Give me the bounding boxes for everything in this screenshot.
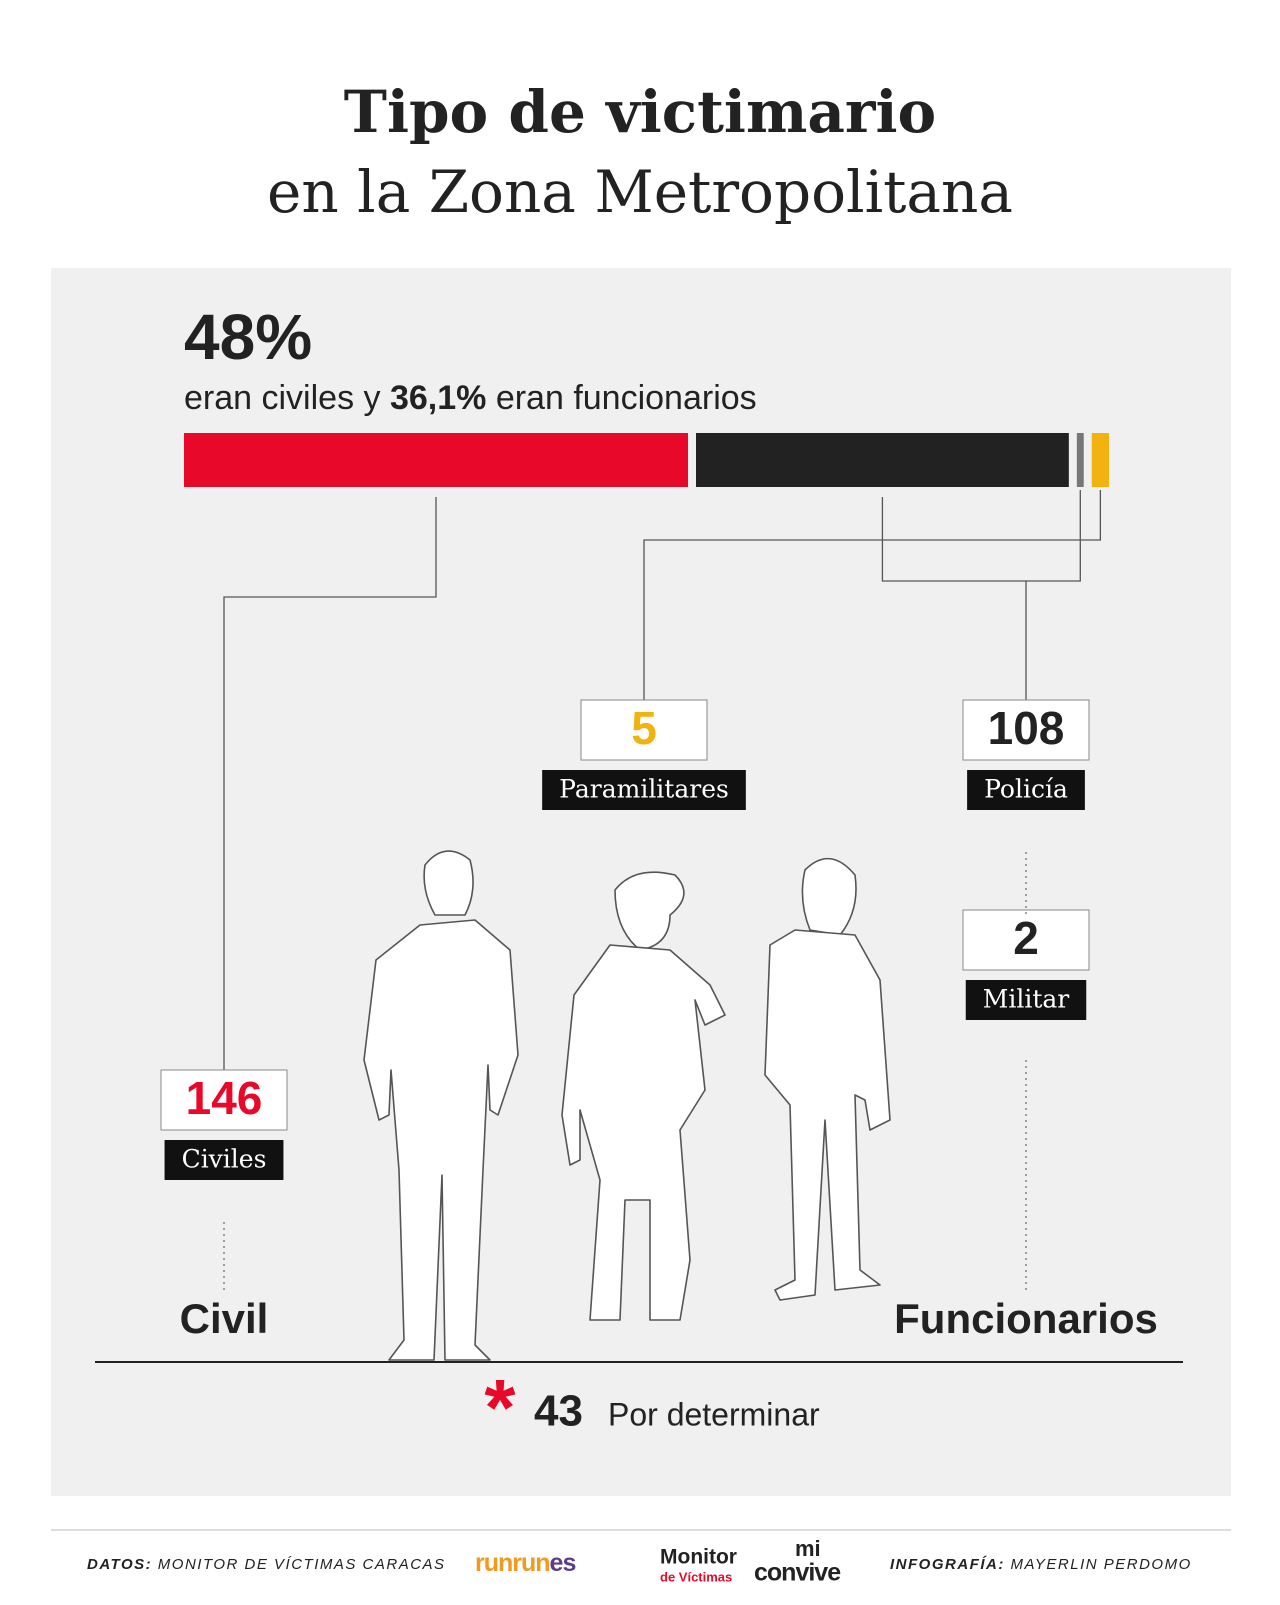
footer-data-label: DATOS: (87, 1556, 152, 1573)
value-label: 2 (1013, 912, 1039, 964)
figure-funcionario (764, 857, 891, 1301)
value-label: 5 (631, 702, 657, 754)
logo-monitor-2: de Víctimas (660, 1569, 732, 1584)
connector (643, 490, 1102, 705)
headline-text-1: eran civiles y (184, 379, 381, 417)
footer-credit-name: MAYERLIN PERDOMO (1011, 1556, 1192, 1573)
footer-data: DATOS: MONITOR DE VÍCTIMAS CARACAS (87, 1556, 446, 1573)
connector (223, 497, 437, 1074)
value-box (160, 1069, 288, 1131)
category-label: Policía (984, 775, 1068, 804)
asterisk: * (484, 1363, 516, 1452)
value-label: 108 (988, 702, 1065, 754)
category-box (967, 770, 1085, 810)
footer-credit-label: INFOGRAFÍA: (890, 1556, 1005, 1573)
headline-text-2: eran funcionarios (496, 379, 757, 417)
category-label: Militar (983, 985, 1070, 1014)
value-label: 146 (186, 1072, 263, 1124)
undetermined-label: Por determinar (608, 1396, 820, 1432)
category-label: Paramilitares (559, 775, 729, 804)
headline-bold: 36,1% (390, 379, 486, 417)
figures (363, 850, 891, 1361)
footer-credit: INFOGRAFÍA: MAYERLIN PERDOMO (890, 1556, 1192, 1573)
value-box (962, 909, 1090, 971)
logo-runrunes: runrunes (475, 1549, 575, 1577)
footer-data-source: MONITOR DE VÍCTIMAS CARACAS (158, 1556, 446, 1573)
bar-segment (696, 433, 1069, 487)
group-label: Civil (180, 1295, 269, 1342)
category-box (965, 980, 1087, 1020)
category-box (164, 1140, 284, 1180)
figure-paramilitar (561, 871, 726, 1321)
bar-segment (184, 433, 689, 487)
logo-convive-2: convive (754, 1559, 841, 1587)
category-box (542, 770, 746, 810)
value-box (580, 699, 708, 761)
value-box (962, 699, 1090, 761)
group-label: Funcionarios (894, 1295, 1158, 1342)
category-label: Civiles (182, 1145, 267, 1174)
bar-segment (1076, 433, 1084, 487)
bar-segment (1091, 433, 1109, 487)
undetermined-value: 43 (534, 1387, 583, 1436)
headline-text: eran civiles y 36,1% eran funcionarios (184, 379, 757, 417)
headline-big: 48% (184, 301, 312, 373)
logo-convive-1: mi (795, 1536, 821, 1561)
logo-runrunes-1: runrun (475, 1549, 550, 1577)
figure-civil (363, 850, 519, 1361)
logo-monitor-1: Monitor (660, 1546, 737, 1569)
title-line-1: Tipo de victimario (344, 78, 936, 146)
title-line-2: en la Zona Metropolitana (267, 158, 1013, 226)
logo-runrunes-2: es (550, 1549, 576, 1577)
connector (881, 490, 1081, 582)
